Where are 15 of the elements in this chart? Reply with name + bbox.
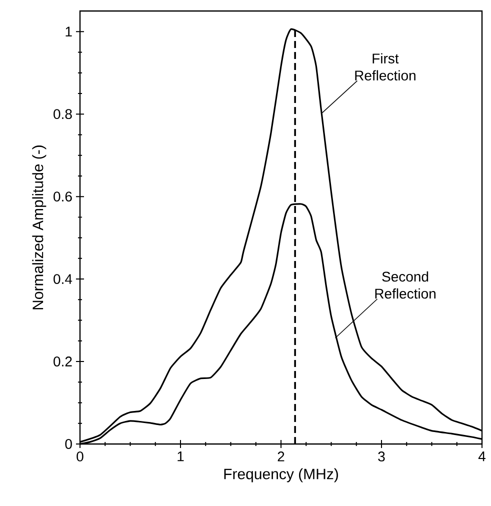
x-tick-label: 1 [178, 452, 184, 462]
x-tick-label: 2 [278, 452, 284, 462]
x-axis-title: Frequency (MHz) [224, 468, 338, 482]
y-tick-label: 0.8 [54, 109, 72, 120]
x-tick-label: 0 [76, 452, 84, 462]
y-tick-label: 1 [66, 26, 72, 36]
x-tick-label: 3 [378, 452, 385, 462]
annotation: Second Reflection [375, 271, 436, 299]
y-tick-label: 0 [65, 439, 72, 449]
y-axis-title: Normalized Amplitude (-) [32, 146, 46, 310]
y-tick-label: 0.6 [54, 192, 72, 202]
annotation: First Reflection [355, 53, 416, 80]
y-tick-label: 0.2 [54, 356, 72, 366]
y-tick-label: 0.4 [54, 274, 72, 284]
x-tick-label: 4 [478, 452, 486, 462]
